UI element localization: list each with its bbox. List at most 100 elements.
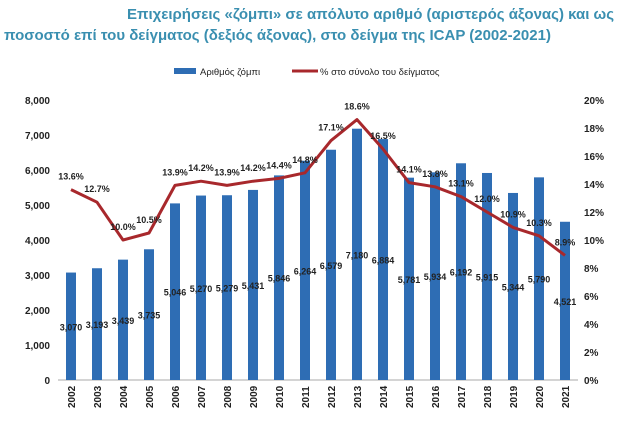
x-tick-label: 2010 bbox=[275, 385, 286, 408]
x-tick-label: 2009 bbox=[249, 385, 260, 408]
left-axis-tick: 5,000 bbox=[25, 201, 50, 212]
line-data-label: 13.8% bbox=[422, 169, 448, 179]
right-axis-tick: 4% bbox=[584, 320, 599, 331]
bar-2003 bbox=[92, 268, 102, 380]
x-tick-label: 2005 bbox=[145, 385, 156, 408]
bar-2005 bbox=[144, 249, 154, 380]
line-data-label: 13.9% bbox=[214, 167, 240, 177]
bar-2008 bbox=[222, 195, 232, 380]
x-tick-label: 2020 bbox=[535, 385, 546, 408]
x-tick-label: 2002 bbox=[67, 385, 78, 408]
left-axis-tick: 7,000 bbox=[25, 131, 50, 142]
line-data-label: 18.6% bbox=[344, 102, 370, 112]
bar-data-label: 4,521 bbox=[554, 297, 577, 307]
left-axis-tick: 0 bbox=[44, 376, 50, 387]
line-data-label: 14.4% bbox=[266, 160, 292, 170]
bar-2019 bbox=[508, 192, 518, 380]
x-tick-label: 2011 bbox=[301, 386, 312, 408]
bar-2018 bbox=[482, 172, 492, 380]
bar-2010 bbox=[274, 175, 284, 380]
bar-data-label: 5,431 bbox=[242, 281, 265, 291]
bar-2004 bbox=[118, 259, 128, 380]
bar-data-label: 6,192 bbox=[450, 268, 473, 278]
x-tick-label: 2017 bbox=[457, 385, 468, 408]
line-data-label: 10.5% bbox=[136, 215, 162, 225]
left-axis-tick: 6,000 bbox=[25, 166, 50, 177]
bar-2014 bbox=[378, 139, 388, 380]
bar-2009 bbox=[248, 189, 258, 380]
line-data-label: 14.8% bbox=[292, 155, 318, 165]
right-axis-tick: 8% bbox=[584, 264, 599, 275]
x-tick-label: 2008 bbox=[223, 385, 234, 408]
bar-data-label: 5,046 bbox=[164, 288, 187, 298]
bar-data-label: 6,264 bbox=[294, 266, 317, 276]
line-data-label: 13.9% bbox=[162, 167, 188, 177]
line-data-label: 13.1% bbox=[448, 179, 474, 189]
left-axis-tick: 2,000 bbox=[25, 306, 50, 317]
left-axis-tick: 4,000 bbox=[25, 236, 50, 247]
x-tick-label: 2003 bbox=[93, 385, 104, 408]
chart-title-line2: ποσοστό επί του δείγματος (δεξιός άξονας… bbox=[4, 27, 551, 44]
x-tick-label: 2016 bbox=[431, 385, 442, 408]
right-axis-tick: 16% bbox=[584, 152, 604, 163]
line-data-label: 10.0% bbox=[110, 222, 136, 232]
line-data-label: 14.1% bbox=[396, 165, 422, 175]
line-data-label: 13.6% bbox=[58, 172, 84, 182]
x-tick-label: 2012 bbox=[327, 385, 338, 408]
right-axis-tick: 10% bbox=[584, 236, 604, 247]
legend-swatch-bars bbox=[174, 68, 196, 74]
line-data-label: 16.5% bbox=[370, 131, 396, 141]
line-data-label: 12.7% bbox=[84, 184, 110, 194]
bar-data-label: 3,735 bbox=[138, 311, 161, 321]
bar-data-label: 6,579 bbox=[320, 261, 343, 271]
bar-2011 bbox=[300, 160, 310, 380]
bar-data-label: 3,439 bbox=[112, 316, 135, 326]
line-data-label: 14.2% bbox=[188, 163, 214, 173]
line-data-label: 17.1% bbox=[318, 123, 344, 133]
right-axis-tick: 14% bbox=[584, 180, 604, 191]
bar-2002 bbox=[66, 272, 76, 380]
x-tick-label: 2019 bbox=[509, 385, 520, 408]
chart-title-line1: Επιχειρήσεις «ζόμπι» σε απόλυτο αριθμό (… bbox=[126, 6, 614, 23]
right-axis-tick: 20% bbox=[584, 96, 604, 107]
bar-2007 bbox=[196, 195, 206, 380]
x-tick-label: 2021 bbox=[561, 385, 572, 408]
bar-2015 bbox=[404, 177, 414, 380]
right-axis-tick: 12% bbox=[584, 208, 604, 219]
right-axis-tick: 0% bbox=[584, 376, 599, 387]
left-axis-tick: 1,000 bbox=[25, 341, 50, 352]
bar-data-label: 3,070 bbox=[60, 322, 83, 332]
percent-line bbox=[70, 118, 566, 257]
bar-data-label: 6,884 bbox=[372, 256, 395, 266]
bar-data-label: 5,270 bbox=[190, 284, 213, 294]
bar-data-label: 5,915 bbox=[476, 272, 499, 282]
left-axis-tick: 8,000 bbox=[25, 96, 50, 107]
legend-label-line: % στο σύνολο του δείγματος bbox=[320, 67, 440, 78]
x-tick-label: 2015 bbox=[405, 385, 416, 408]
right-axis-tick: 6% bbox=[584, 292, 599, 303]
right-axis-tick: 2% bbox=[584, 348, 599, 359]
line-data-label: 10.3% bbox=[526, 218, 552, 228]
bar-2006 bbox=[170, 203, 180, 380]
bar-2020 bbox=[534, 177, 544, 380]
bar-data-label: 5,344 bbox=[502, 282, 525, 292]
x-tick-label: 2018 bbox=[483, 385, 494, 408]
line-data-label: 10.9% bbox=[500, 209, 526, 219]
left-axis-tick: 3,000 bbox=[25, 271, 50, 282]
line-data-label: 12.0% bbox=[474, 194, 500, 204]
bar-2012 bbox=[326, 149, 336, 380]
bar-data-label: 7,180 bbox=[346, 250, 369, 260]
x-tick-label: 2013 bbox=[353, 385, 364, 408]
bar-data-label: 5,934 bbox=[424, 272, 447, 282]
line-data-label: 8.9% bbox=[555, 237, 576, 247]
bar-2021 bbox=[560, 221, 570, 380]
right-axis-tick: 18% bbox=[584, 124, 604, 135]
x-tick-label: 2006 bbox=[171, 385, 182, 408]
bar-2017 bbox=[456, 163, 466, 380]
bar-data-label: 5,846 bbox=[268, 274, 291, 284]
legend-label-bars: Αριθμός ζόμπι bbox=[200, 67, 260, 78]
bar-2016 bbox=[430, 172, 440, 380]
x-tick-label: 2004 bbox=[119, 385, 130, 408]
bar-data-label: 5,279 bbox=[216, 284, 239, 294]
